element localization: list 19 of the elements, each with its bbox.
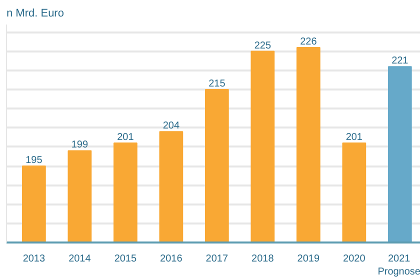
- x-tick-label: 2014: [68, 254, 92, 264]
- data-label: 201: [346, 132, 363, 144]
- x-tick-label: 2013: [22, 254, 46, 264]
- data-label: 201: [117, 132, 134, 144]
- x-tick-label: 2015: [114, 254, 137, 264]
- text: n Mrd. Euro: [6, 8, 64, 20]
- x-tick-label: 2020: [343, 254, 366, 264]
- data-label: 226: [300, 36, 318, 48]
- data-label: 221: [392, 56, 409, 67]
- data-label: 199: [71, 140, 88, 151]
- data-label: 204: [162, 120, 180, 132]
- x-tick-label: 2021 Prognose: [378, 254, 420, 278]
- data-label: 215: [208, 78, 226, 90]
- x-tick-label: 2019: [297, 254, 320, 264]
- x-tick-label: 2016: [160, 254, 183, 264]
- x-tick-label: 2018: [252, 254, 274, 264]
- data-label: 195: [26, 155, 43, 166]
- data-label: 225: [254, 40, 272, 52]
- x-tick-label: 2017: [206, 254, 228, 264]
